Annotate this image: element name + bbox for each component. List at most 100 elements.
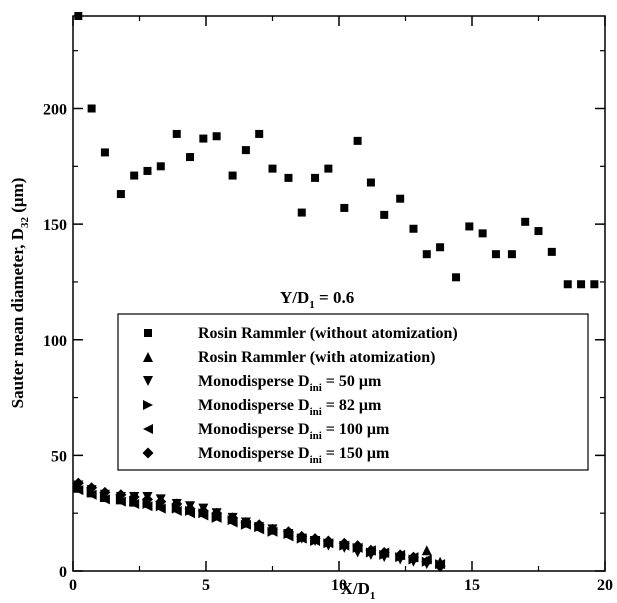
data-point xyxy=(130,171,139,180)
legend-marker xyxy=(144,329,152,337)
data-point xyxy=(311,173,320,182)
data-point xyxy=(297,208,306,217)
y-tick-label: 50 xyxy=(51,448,67,465)
x-tick-label: 0 xyxy=(69,577,77,594)
legend: Rosin Rammler (without atomization) Rosin… xyxy=(117,313,589,471)
data-point xyxy=(72,477,84,489)
data-point xyxy=(322,535,334,547)
data-point xyxy=(380,210,389,219)
legend-label: Monodisperse Dini = 100 μm xyxy=(198,421,390,442)
data-point xyxy=(86,482,98,494)
data-point xyxy=(128,491,140,503)
legend-marker xyxy=(143,424,153,434)
legend-entry: Monodisperse Dini = 82 μm xyxy=(143,397,382,418)
data-point xyxy=(255,129,264,138)
data-point xyxy=(240,516,252,528)
data-point xyxy=(115,496,126,507)
y-tick-label: 200 xyxy=(43,102,67,119)
data-point xyxy=(197,505,209,517)
legend-marker xyxy=(143,352,153,362)
legend-label: Monodisperse Dini = 50 μm xyxy=(198,373,382,394)
data-point xyxy=(253,519,265,531)
data-point xyxy=(309,533,321,545)
data-point xyxy=(563,280,572,289)
data-point xyxy=(452,273,461,282)
data-point xyxy=(116,190,125,199)
legend-box xyxy=(117,313,589,471)
legend-label: Rosin Rammler (with atomization) xyxy=(198,349,435,366)
x-tick-label: 10 xyxy=(331,577,347,594)
data-point xyxy=(409,224,418,233)
series-0 xyxy=(74,12,599,289)
legend-marker xyxy=(143,376,153,386)
data-point xyxy=(284,173,293,182)
data-point xyxy=(366,178,375,187)
data-point xyxy=(155,496,167,508)
legend-label: Monodisperse Dini = 82 μm xyxy=(198,397,382,418)
legend-label: Rosin Rammler (without atomization) xyxy=(198,325,458,342)
data-point xyxy=(212,132,221,141)
data-point xyxy=(228,171,237,180)
data-point xyxy=(87,104,96,113)
x-tick-label: 20 xyxy=(597,577,613,594)
legend-label: Monodisperse Dini = 150 μm xyxy=(198,445,390,466)
data-marks xyxy=(72,12,599,572)
data-point xyxy=(156,162,165,171)
data-point xyxy=(396,194,405,203)
data-point xyxy=(172,129,181,138)
data-point xyxy=(186,153,195,162)
data-point xyxy=(478,229,487,238)
data-point xyxy=(100,148,109,157)
data-point xyxy=(338,537,350,549)
data-point xyxy=(436,243,445,252)
data-point xyxy=(171,505,182,516)
data-point xyxy=(86,489,97,500)
legend-entry: Monodisperse Dini = 150 μm xyxy=(142,445,390,466)
data-point xyxy=(577,280,586,289)
data-point xyxy=(99,486,111,498)
data-point xyxy=(422,250,431,259)
data-point xyxy=(73,485,84,496)
data-point xyxy=(507,250,516,259)
data-point xyxy=(282,526,294,538)
y-axis-label: Sauter mean diameter, D32 (μm) xyxy=(8,178,31,409)
data-point xyxy=(547,247,556,256)
annotation-label: Y/D1 = 0.6 xyxy=(280,288,354,311)
legend-entry: Rosin Rammler (with atomization) xyxy=(143,349,435,366)
y-tick-label: 0 xyxy=(59,564,67,581)
x-axis-label: X/D1 xyxy=(341,579,376,602)
data-point xyxy=(227,512,239,524)
data-point xyxy=(465,222,474,231)
data-point xyxy=(171,498,183,510)
data-point xyxy=(99,494,110,505)
legend-marker xyxy=(142,447,154,459)
data-point xyxy=(590,280,599,289)
data-point xyxy=(352,540,364,552)
data-point xyxy=(296,530,308,542)
data-point xyxy=(268,164,277,173)
data-point xyxy=(421,545,432,556)
data-point xyxy=(241,146,250,155)
data-point xyxy=(421,556,433,568)
data-point xyxy=(143,166,152,175)
data-point xyxy=(199,134,208,143)
data-point xyxy=(115,489,127,501)
series-5 xyxy=(72,477,446,572)
data-point xyxy=(534,227,543,236)
legend-entry: Monodisperse Dini = 100 μm xyxy=(143,421,390,442)
data-point xyxy=(394,549,406,561)
legend-entry: Rosin Rammler (without atomization) xyxy=(144,325,458,342)
data-point xyxy=(142,501,153,512)
data-point xyxy=(211,507,223,519)
data-point xyxy=(155,503,166,514)
data-point xyxy=(184,503,196,515)
data-point xyxy=(324,164,333,173)
data-point xyxy=(267,523,278,535)
y-tick-label: 150 xyxy=(43,217,67,234)
legend-entry: Monodisperse Dini = 50 μm xyxy=(143,373,382,394)
data-point xyxy=(378,547,390,558)
data-point xyxy=(353,136,362,145)
data-point xyxy=(340,203,349,212)
x-tick-label: 15 xyxy=(464,577,480,594)
